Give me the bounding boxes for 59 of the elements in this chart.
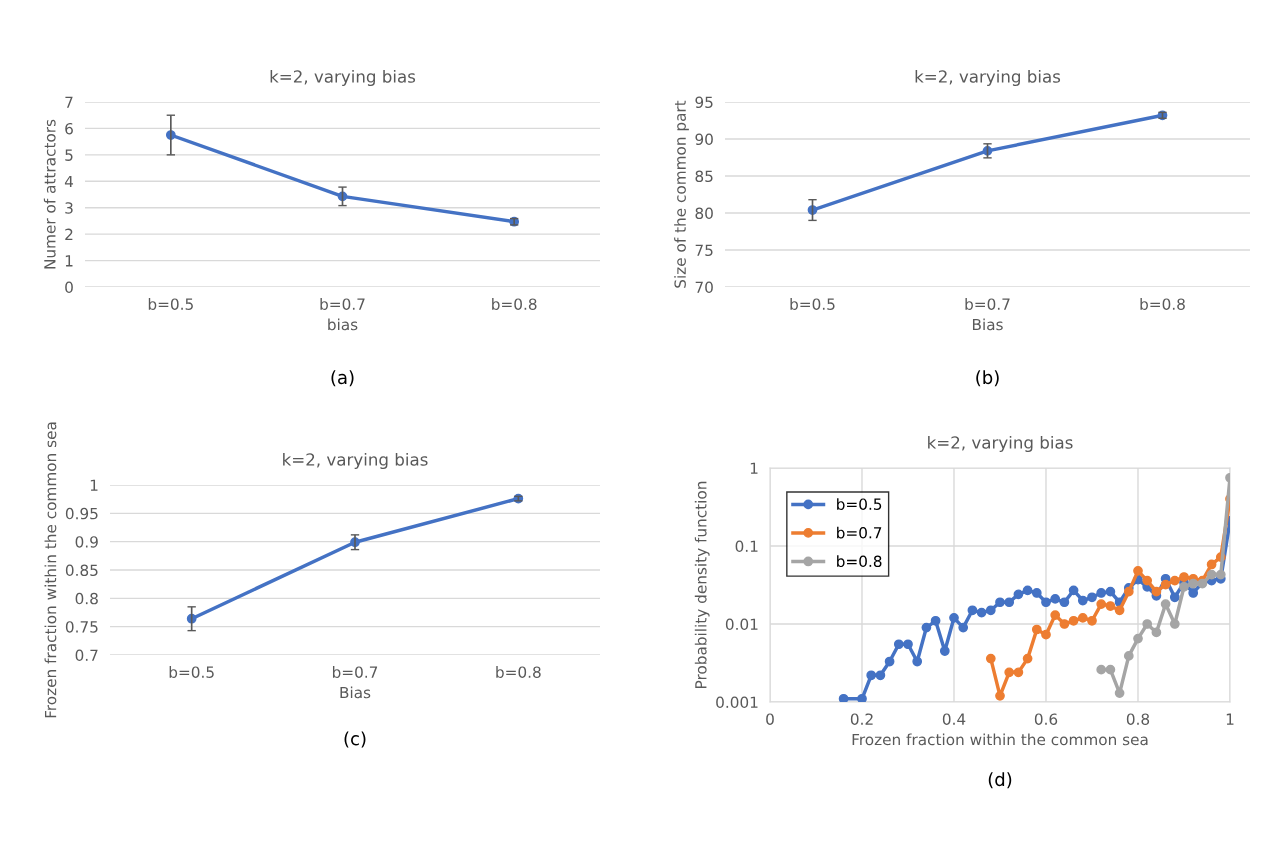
chart-title: k=2, varying bias	[928, 435, 1073, 453]
y-tick-label: 0.85	[65, 564, 98, 577]
y-tick-label: 0.9	[75, 536, 98, 548]
x-tick-label: b=0.7	[320, 298, 365, 310]
x-tick-label: b=0.7	[332, 666, 378, 678]
x-tick-label: b=0.8	[1140, 298, 1185, 310]
y-tick-label: 6	[65, 122, 73, 135]
y-tick-label: 95	[695, 96, 713, 109]
x-tick-label: b=0.5	[790, 298, 835, 310]
x-tick-label: b=0.8	[492, 298, 537, 310]
y-tick-label: 0.1	[735, 540, 758, 553]
y-tick-label: 0.8	[75, 592, 98, 605]
y-axis-title: Numer of attractors	[43, 119, 56, 269]
x-tick-label: 0.2	[850, 713, 873, 725]
y-tick-label: 0.7	[75, 649, 98, 662]
y-tick-label: 1	[65, 255, 73, 267]
x-axis-title: Frozen fraction within the common sea	[852, 733, 1148, 746]
y-tick-label: 70	[695, 281, 713, 294]
x-tick-label: 1	[1226, 713, 1234, 725]
x-tick-label: b=0.8	[496, 666, 541, 678]
y-tick-label: 3	[65, 202, 73, 214]
x-axis-title: Bias	[340, 686, 371, 699]
chart-title: k=2, varying bias	[915, 69, 1061, 87]
x-tick-label: b=0.7	[965, 298, 1010, 310]
x-tick-label: 0.4	[942, 713, 966, 725]
y-tick-label: 7	[65, 96, 73, 108]
text: (a)	[331, 370, 354, 387]
y-tick-label: 1	[750, 462, 758, 474]
text: (b)	[976, 370, 999, 387]
x-tick-label: 0	[766, 713, 774, 725]
y-tick-label: 85	[695, 170, 713, 183]
text: (d)	[988, 772, 1012, 789]
y-axis-title: Probability density function	[694, 481, 710, 688]
y-tick-label: 75	[695, 244, 713, 257]
y-axis-title: Size of the common part	[674, 100, 689, 288]
x-tick-label: 0.8	[1126, 713, 1150, 725]
legend-label: b=0.5	[837, 498, 882, 510]
chart-title: k=2, varying bias	[270, 69, 416, 87]
y-tick-label: 0.01	[725, 618, 758, 631]
y-tick-label: 90	[695, 133, 713, 146]
y-tick-label: 80	[695, 207, 713, 220]
x-axis-title: Bias	[972, 318, 1003, 331]
y-tick-label: 0.95	[65, 507, 98, 520]
x-tick-label: b=0.5	[169, 666, 214, 678]
y-tick-label: 0.75	[65, 621, 98, 633]
y-tick-label: 0.001	[716, 696, 758, 709]
text: (c)	[344, 731, 366, 748]
y-tick-label: 4	[64, 175, 74, 188]
y-tick-label: 1	[90, 479, 98, 491]
x-axis-title: bias	[328, 318, 358, 331]
chart-title: k=2, varying bias	[283, 452, 428, 470]
legend-label: b=0.8	[837, 555, 882, 568]
legend-label: b=0.7	[837, 526, 882, 539]
x-tick-label: 0.6	[1034, 713, 1058, 725]
y-tick-label: 2	[65, 228, 73, 240]
y-tick-label: 0	[65, 281, 73, 294]
x-tick-label: b=0.5	[148, 298, 193, 310]
y-axis-title: Frozen fraction within the common sea	[44, 422, 57, 718]
y-tick-label: 5	[65, 149, 73, 161]
